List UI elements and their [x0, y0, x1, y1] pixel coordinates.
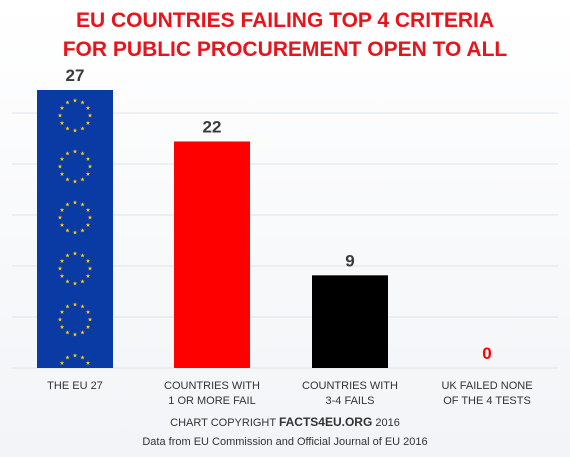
chart-title-line-1: EU COUNTRIES FAILING TOP 4 CRITERIA [75, 9, 495, 32]
copyright-brand: FACTS4EU.ORG [278, 415, 373, 429]
chart-title-line-2: FOR PUBLIC PROCUREMENT OPEN TO ALL [62, 38, 508, 61]
copyright-line: CHART COPYRIGHT FACTS4EU.ORG 2016 [0, 415, 570, 429]
copyright-year: 2016 [372, 417, 400, 429]
value-label-2: 22 [203, 117, 222, 136]
category-label-2: 1 OR MORE FAIL [168, 395, 255, 407]
chart-title: EU COUNTRIES FAILING TOP 4 CRITERIA FOR … [0, 6, 570, 64]
value-label-4: 0 [482, 344, 491, 363]
copyright-prefix: CHART COPYRIGHT [170, 417, 279, 429]
data-source-line: Data from EU Commission and Official Jou… [142, 436, 428, 448]
category-label-3: 3-4 FAILS [326, 395, 375, 407]
value-labels: 27 22 9 0 [66, 66, 492, 363]
category-label-3: COUNTRIES WITH [302, 380, 398, 392]
category-label-4: UK FAILED NONE [441, 380, 532, 392]
bar-1 [37, 90, 113, 368]
category-label-1: THE EU 27 [47, 380, 103, 392]
bars [37, 90, 388, 368]
bar-2 [174, 141, 250, 368]
category-label-2: COUNTRIES WITH [164, 380, 260, 392]
value-label-1: 27 [66, 66, 85, 85]
category-label-4: OF THE 4 TESTS [443, 395, 531, 407]
bar-3 [312, 275, 388, 368]
value-label-3: 9 [345, 251, 354, 270]
category-labels: THE EU 27 COUNTRIES WITH 1 OR MORE FAIL COU… [47, 380, 532, 407]
